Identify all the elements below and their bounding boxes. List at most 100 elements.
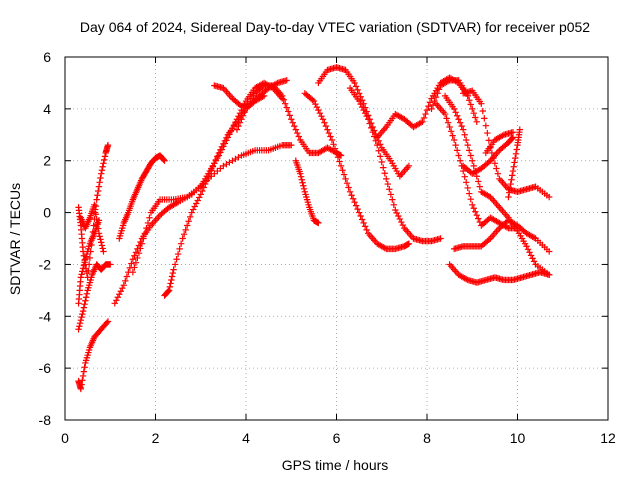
data-point	[96, 233, 103, 240]
series-arc-6	[111, 141, 295, 307]
series-arc-15	[346, 84, 444, 245]
data-point	[374, 141, 381, 149]
data-point	[91, 201, 98, 208]
y-tick-label: -6	[39, 360, 52, 376]
data-point	[169, 269, 177, 277]
data-point	[396, 215, 404, 223]
data-point	[197, 191, 204, 198]
chart-title: Day 064 of 2024, Sidereal Day-to-day VTE…	[80, 19, 590, 35]
data-point	[545, 193, 553, 201]
data-point	[464, 184, 471, 192]
data-point	[420, 114, 428, 122]
data-point	[79, 372, 87, 380]
data-point	[351, 79, 358, 87]
data-point	[82, 297, 89, 304]
data-point	[90, 222, 97, 229]
data-point	[79, 307, 87, 315]
data-point	[116, 291, 123, 298]
data-point	[473, 118, 480, 126]
data-point	[339, 167, 346, 174]
data-point	[319, 116, 327, 123]
data-point	[288, 141, 295, 149]
data-point	[313, 103, 321, 111]
data-point	[473, 211, 480, 219]
data-point	[170, 266, 177, 273]
series-arc-13	[301, 90, 413, 253]
data-point	[395, 212, 402, 220]
data-point	[283, 104, 290, 111]
data-point	[312, 100, 319, 108]
data-point	[200, 184, 207, 191]
data-point	[188, 209, 195, 216]
data-point	[206, 170, 213, 177]
data-point	[236, 119, 244, 126]
data-point	[527, 252, 535, 259]
data-point	[233, 126, 241, 133]
y-tick-label: -4	[39, 308, 52, 324]
data-point	[98, 170, 105, 177]
data-point	[129, 256, 137, 263]
data-point	[399, 221, 407, 229]
data-point	[340, 171, 348, 178]
data-point	[380, 164, 387, 171]
data-point	[294, 129, 301, 137]
data-point	[239, 112, 247, 119]
data-point	[460, 126, 467, 133]
data-point	[316, 109, 324, 117]
data-point	[367, 124, 375, 132]
data-point	[469, 201, 476, 208]
data-point	[369, 128, 376, 136]
data-point	[165, 288, 172, 295]
data-point	[526, 249, 533, 256]
data-point	[97, 174, 104, 182]
data-point	[120, 281, 128, 289]
data-point	[447, 128, 455, 135]
data-point	[113, 297, 120, 304]
data-point	[493, 165, 500, 172]
data-point	[377, 141, 384, 148]
data-point	[235, 122, 242, 130]
data-point	[173, 199, 180, 207]
data-point	[336, 158, 343, 165]
data-point	[449, 132, 456, 139]
x-tick-label: 2	[152, 430, 160, 446]
data-point	[199, 187, 206, 195]
series-arc-7	[116, 152, 168, 242]
data-point	[185, 218, 192, 225]
data-point	[100, 248, 107, 255]
series-arc-22	[450, 217, 553, 255]
data-point	[79, 265, 87, 272]
data-point	[363, 113, 370, 120]
data-point	[387, 191, 394, 198]
data-point	[179, 235, 186, 242]
data-point	[507, 180, 514, 188]
data-point	[295, 133, 302, 140]
series-arc-23	[482, 128, 517, 157]
data-point	[386, 186, 393, 193]
data-point	[422, 110, 429, 118]
data-point	[472, 114, 479, 121]
data-point	[469, 105, 476, 113]
data-point	[432, 93, 440, 101]
data-point	[186, 213, 194, 221]
data-point	[435, 86, 443, 93]
data-point	[510, 163, 517, 170]
data-point	[456, 157, 464, 164]
data-point	[342, 175, 349, 183]
series-arc-16	[374, 74, 471, 141]
data-point	[478, 100, 485, 107]
data-point	[392, 206, 399, 214]
data-point	[103, 319, 111, 326]
data-point	[98, 167, 106, 174]
data-point	[444, 78, 452, 85]
data-point	[358, 103, 366, 111]
data-point	[431, 97, 438, 105]
data-point	[180, 230, 188, 238]
x-tick-label: 10	[510, 430, 526, 446]
data-point	[286, 112, 293, 119]
y-tick-label: 4	[43, 101, 51, 117]
data-point	[458, 122, 465, 130]
data-point	[378, 158, 385, 166]
data-point	[94, 187, 102, 195]
data-point	[122, 277, 129, 285]
